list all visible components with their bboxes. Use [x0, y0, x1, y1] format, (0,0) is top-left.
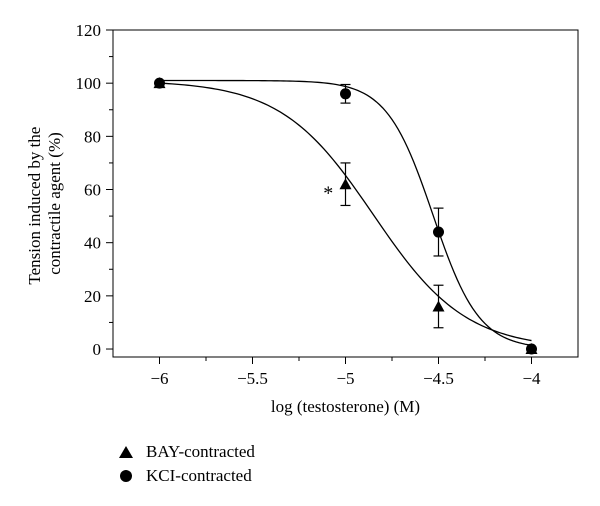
- fit-curves: [159, 79, 532, 346]
- x-axis: −6 −5.5 −5 −4.5 −4: [150, 357, 541, 388]
- y-axis-label-line-1: Tension induced by the: [25, 127, 44, 285]
- x-tick-label: −4.5: [423, 369, 454, 388]
- x-tick-label: −6: [150, 369, 168, 388]
- legend-item-kcl: KCI-contracted: [118, 464, 255, 488]
- y-tick-label: 100: [76, 74, 102, 93]
- circle-marker-icon: [120, 470, 132, 482]
- chart: −6 −5.5 −5 −4.5 −4 0 20 40 60 80 100 120 * log (te…: [25, 21, 579, 416]
- fit-curve-circle: [159, 79, 532, 346]
- x-axis-label: log (testosterone) (M): [271, 397, 420, 416]
- circle-point: [433, 226, 444, 238]
- y-axis-label: Tension induced by the contractile agent…: [25, 122, 64, 284]
- legend-label-bay: BAY-contracted: [146, 442, 255, 461]
- triangle-point: [432, 300, 445, 312]
- circle-point: [154, 77, 165, 89]
- y-tick-label: 20: [84, 287, 101, 306]
- data-points: [153, 77, 538, 355]
- y-tick-label: 0: [93, 340, 102, 359]
- y-axis-label-line-2: contractile agent (%): [45, 132, 64, 275]
- circle-point: [340, 88, 351, 100]
- legend-item-bay: BAY-contracted: [118, 440, 255, 464]
- fit-curve-triangle: [159, 82, 532, 342]
- circle-point: [526, 343, 537, 355]
- triangle-marker-icon: [119, 446, 133, 458]
- y-tick-label: 80: [84, 127, 101, 146]
- significance-asterisk: *: [323, 183, 333, 205]
- y-tick-label: 120: [76, 21, 102, 40]
- legend: BAY-contracted KCI-contracted: [118, 440, 255, 488]
- y-axis: 0 20 40 60 80 100 120: [76, 21, 113, 359]
- triangle-point: [339, 178, 352, 190]
- annotations: *: [323, 183, 333, 205]
- legend-label-kcl: KCI-contracted: [146, 466, 252, 485]
- error-bars: [340, 83, 444, 329]
- y-tick-label: 60: [84, 181, 101, 200]
- x-tick-label: −5.5: [237, 369, 268, 388]
- x-tick-label: −4: [522, 369, 541, 388]
- x-tick-label: −5: [336, 369, 354, 388]
- y-tick-label: 40: [84, 234, 101, 253]
